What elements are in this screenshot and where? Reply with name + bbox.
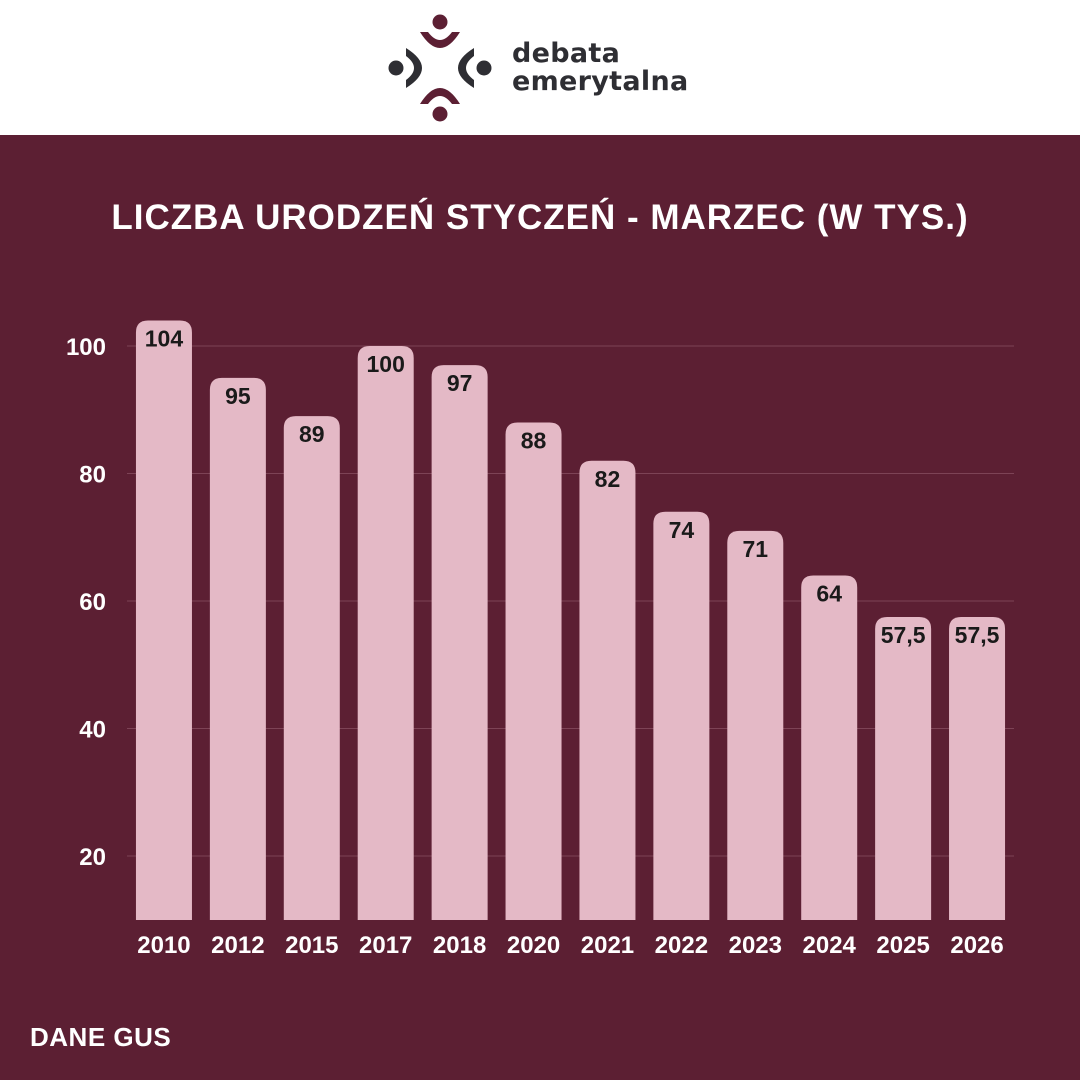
x-tick-label: 2026 bbox=[950, 932, 1003, 959]
bar-value-label: 104 bbox=[145, 326, 184, 352]
bar-value-label: 57,5 bbox=[955, 622, 1000, 648]
x-tick-label: 2017 bbox=[359, 932, 412, 959]
bar-value-label: 57,5 bbox=[881, 622, 926, 648]
x-tick-label: 2024 bbox=[803, 932, 857, 959]
bar bbox=[801, 575, 858, 920]
bar bbox=[949, 616, 1006, 920]
bar bbox=[357, 346, 414, 920]
y-tick-label: 80 bbox=[79, 462, 106, 489]
source-label: DANE GUS bbox=[30, 1022, 172, 1052]
x-tick-label: 2021 bbox=[581, 932, 634, 959]
bar-value-label: 97 bbox=[447, 370, 473, 396]
x-tick-label: 2023 bbox=[729, 932, 782, 959]
x-tick-label: 2018 bbox=[433, 932, 486, 959]
x-tick-label: 2025 bbox=[876, 932, 929, 959]
bar bbox=[875, 616, 932, 920]
x-tick-label: 2012 bbox=[211, 932, 264, 959]
y-tick-label: 20 bbox=[79, 844, 106, 871]
bar bbox=[209, 377, 266, 920]
y-tick-label: 100 bbox=[66, 334, 106, 361]
header: debata emerytalna bbox=[0, 0, 1080, 135]
bar bbox=[283, 416, 340, 920]
bar-value-label: 88 bbox=[521, 428, 547, 454]
bar-value-label: 95 bbox=[225, 383, 251, 409]
x-tick-label: 2010 bbox=[137, 932, 190, 959]
bar-value-label: 74 bbox=[669, 517, 695, 543]
brand-line-1: debata bbox=[512, 38, 621, 69]
brand-name: debata emerytalna bbox=[512, 40, 689, 96]
bar-value-label: 64 bbox=[816, 581, 842, 607]
x-tick-label: 2020 bbox=[507, 932, 560, 959]
y-tick-label: 60 bbox=[79, 589, 106, 616]
bar bbox=[579, 460, 636, 920]
brand-line-2: emerytalna bbox=[512, 66, 689, 97]
x-tick-label: 2015 bbox=[285, 932, 338, 959]
bar bbox=[431, 365, 488, 920]
bar bbox=[653, 511, 710, 920]
debata-emerytalna-logo-icon bbox=[388, 14, 492, 122]
bar-value-label: 71 bbox=[742, 536, 768, 562]
bar-value-label: 89 bbox=[299, 421, 325, 447]
x-tick-label: 2022 bbox=[655, 932, 708, 959]
bar-value-label: 82 bbox=[595, 466, 621, 492]
chart-title: LICZBA URODZEŃ STYCZEŃ - MARZEC (W TYS.) bbox=[111, 198, 969, 237]
bar-value-label: 100 bbox=[367, 351, 405, 377]
y-tick-label: 40 bbox=[79, 717, 106, 744]
bar bbox=[727, 530, 784, 920]
bar bbox=[505, 422, 562, 920]
bar bbox=[135, 320, 192, 920]
